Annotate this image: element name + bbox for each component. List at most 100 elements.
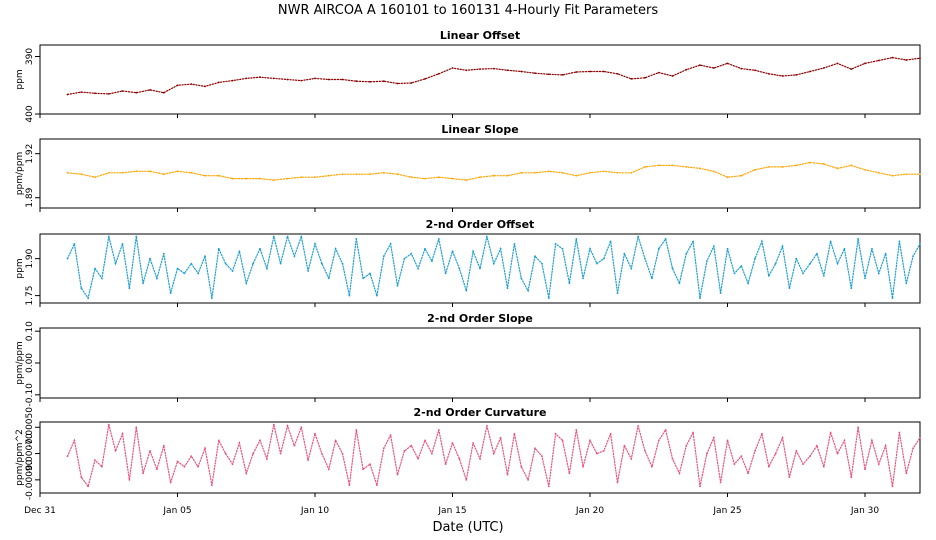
- x-tick-label: Dec 31: [24, 506, 56, 516]
- data-point: [121, 171, 124, 174]
- data-point: [554, 243, 557, 245]
- y-tick-label: 0.10: [25, 321, 35, 341]
- data-point: [149, 450, 151, 452]
- data-point: [238, 442, 241, 444]
- data-point: [816, 444, 818, 447]
- data-point: [609, 240, 612, 243]
- data-point: [657, 164, 660, 167]
- data-point: [107, 235, 110, 238]
- y-tick-label: 0.00: [25, 353, 35, 373]
- figure-title: NWR AIRCOA A 160101 to 160131 4-Hourly F…: [278, 3, 658, 18]
- x-axis: Dec 31 Jan 05 Jan 10 Jan 15 Jan 20 Jan 25 Jan …: [24, 506, 879, 516]
- data-point: [479, 457, 481, 460]
- data-point: [534, 255, 536, 258]
- data-point: [183, 465, 186, 468]
- data-point: [712, 170, 715, 173]
- data-point: [884, 444, 887, 447]
- data-point: [424, 247, 426, 250]
- data-point: [279, 262, 282, 265]
- data-point: [197, 465, 200, 468]
- data-point: [843, 247, 846, 250]
- data-point: [183, 272, 186, 275]
- data-point: [204, 85, 206, 88]
- data-point: [300, 79, 303, 82]
- data-point: [761, 240, 763, 243]
- data-point: [149, 170, 151, 173]
- series-line: [66, 56, 921, 96]
- data-point: [135, 170, 138, 173]
- data-point: [293, 444, 296, 447]
- data-point: [479, 68, 481, 70]
- data-point: [499, 436, 502, 439]
- data-point: [327, 277, 330, 280]
- x-axis-label: Date (UTC): [432, 520, 503, 535]
- data-point: [664, 429, 667, 431]
- data-point: [424, 439, 426, 442]
- data-point: [520, 277, 523, 280]
- y-axis-label: ppm: [15, 258, 25, 278]
- data-point: [685, 68, 688, 71]
- data-point: [410, 82, 413, 84]
- y-axis-label: ppm/ppm: [15, 152, 25, 195]
- data-point: [795, 164, 798, 167]
- data-point: [719, 292, 722, 294]
- data-point: [259, 76, 261, 79]
- data-point: [547, 73, 550, 76]
- data-point: [561, 247, 564, 250]
- data-point: [857, 238, 859, 240]
- data-point: [836, 62, 839, 65]
- data-point: [513, 243, 516, 245]
- data-point: [224, 262, 227, 265]
- data-point: [582, 465, 584, 468]
- data-point: [156, 277, 158, 280]
- data-point: [135, 235, 138, 238]
- data-point: [135, 426, 138, 429]
- data-point: [417, 267, 419, 270]
- data-point: [747, 472, 749, 475]
- data-point: [492, 174, 495, 177]
- data-point: [616, 72, 619, 75]
- data-point: [437, 72, 440, 75]
- data-point: [80, 173, 83, 176]
- data-point: [376, 294, 378, 297]
- data-point: [919, 57, 921, 60]
- data-point: [307, 459, 309, 461]
- data-point: [575, 71, 578, 73]
- data-point: [80, 91, 83, 93]
- data-point: [341, 452, 344, 455]
- data-point: [355, 173, 358, 176]
- data-point: [272, 235, 275, 238]
- data-point: [279, 452, 282, 455]
- data-point: [678, 472, 681, 475]
- data-point: [382, 255, 385, 258]
- plot-frame: [39, 421, 921, 494]
- data-point: [266, 457, 268, 460]
- data-point: [616, 481, 619, 484]
- data-point: [231, 177, 234, 180]
- data-point: [382, 80, 385, 83]
- data-point: [355, 238, 358, 240]
- data-point: [905, 472, 908, 475]
- data-point: [589, 247, 591, 250]
- data-point: [740, 174, 743, 177]
- data-point: [898, 240, 901, 243]
- data-point: [671, 457, 674, 460]
- data-point: [829, 240, 832, 243]
- data-point: [520, 171, 523, 174]
- data-point: [259, 247, 261, 250]
- data-point: [809, 455, 811, 458]
- data-point: [788, 476, 791, 479]
- data-point: [795, 450, 798, 452]
- data-point: [877, 272, 880, 275]
- data-point: [767, 166, 770, 168]
- data-point: [94, 459, 96, 461]
- data-point: [774, 452, 777, 455]
- data-point: [602, 257, 605, 260]
- data-point: [712, 436, 715, 439]
- data-point: [829, 431, 832, 434]
- data-point: [73, 243, 76, 245]
- data-point: [176, 84, 179, 87]
- data-point: [602, 70, 605, 73]
- data-point: [699, 167, 701, 170]
- data-point: [630, 457, 633, 460]
